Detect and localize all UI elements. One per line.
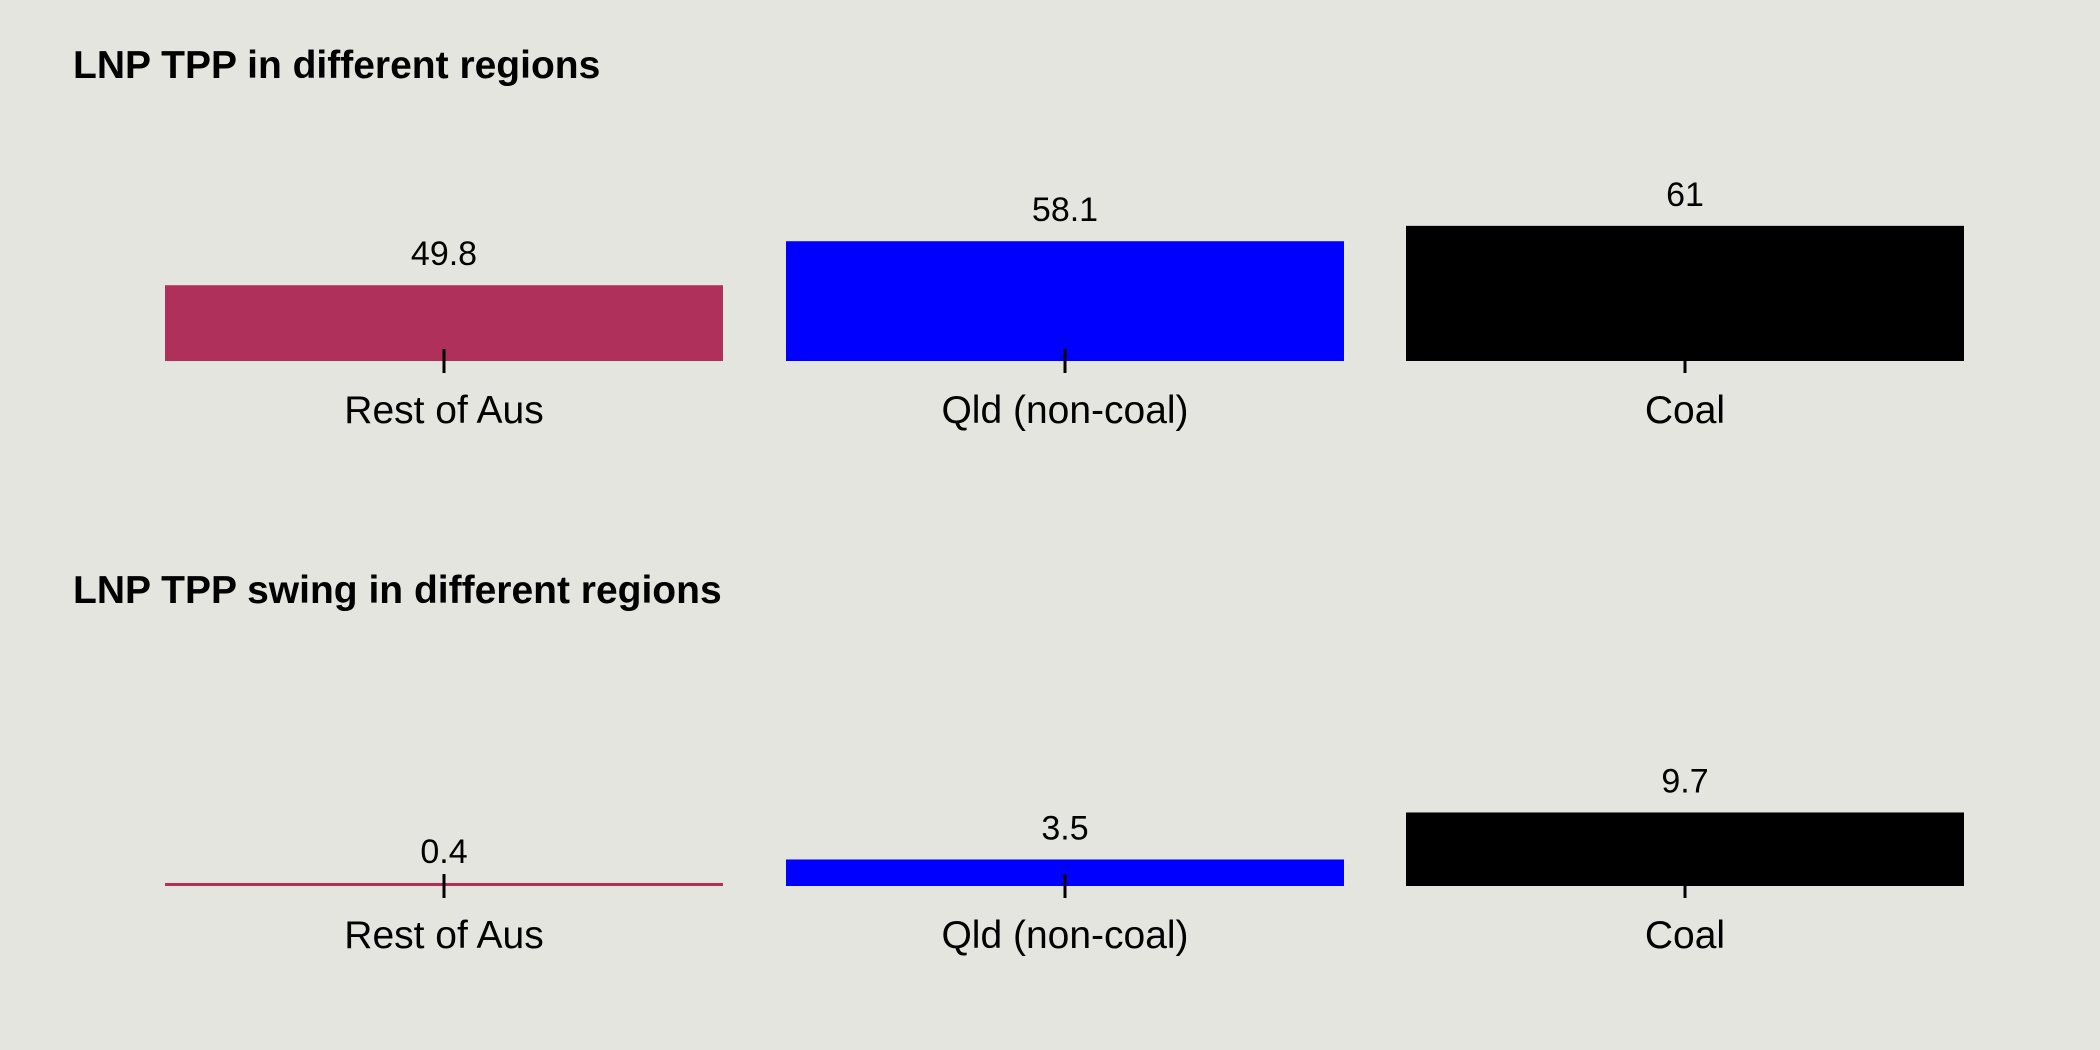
value-label: 61 bbox=[1666, 176, 1704, 214]
tick-label: Qld (non-coal) bbox=[941, 914, 1188, 957]
chart-title: LNP TPP in different regions bbox=[73, 44, 600, 87]
bar-1 bbox=[786, 241, 1344, 361]
value-label: 9.7 bbox=[1661, 762, 1708, 800]
value-label: 49.8 bbox=[411, 235, 477, 273]
tick-label: Coal bbox=[1645, 914, 1725, 957]
tick-label: Qld (non-coal) bbox=[941, 389, 1188, 432]
tick-label: Coal bbox=[1645, 389, 1725, 432]
bar-2 bbox=[1406, 225, 1964, 361]
value-label: 58.1 bbox=[1032, 191, 1098, 229]
bar-0 bbox=[165, 285, 723, 361]
bar-2 bbox=[1406, 812, 1964, 886]
chart-title: LNP TPP swing in different regions bbox=[73, 569, 722, 612]
value-label: 0.4 bbox=[420, 833, 467, 871]
value-label: 3.5 bbox=[1041, 809, 1088, 847]
tick-label: Rest of Aus bbox=[344, 914, 543, 957]
tick-label: Rest of Aus bbox=[344, 389, 543, 432]
